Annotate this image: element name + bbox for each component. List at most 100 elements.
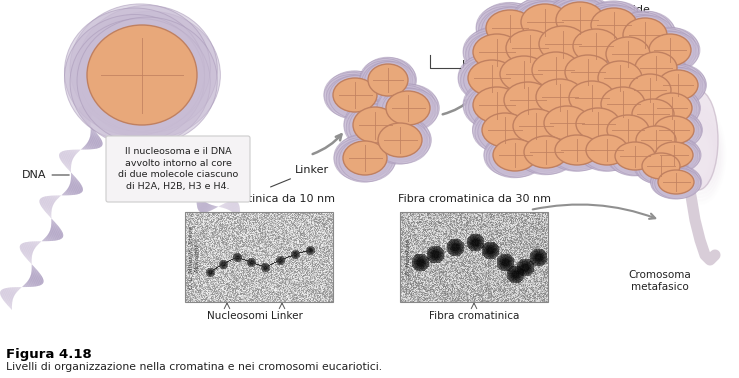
Polygon shape [231,201,236,211]
Polygon shape [84,146,93,149]
Polygon shape [287,256,293,265]
Polygon shape [130,35,132,36]
Ellipse shape [595,56,651,100]
Polygon shape [193,184,197,189]
Polygon shape [31,242,38,245]
Polygon shape [185,174,191,183]
Ellipse shape [644,88,695,126]
Ellipse shape [511,0,573,46]
Ellipse shape [497,80,558,125]
Polygon shape [185,174,191,183]
Polygon shape [126,52,137,57]
Ellipse shape [503,105,562,149]
Ellipse shape [496,49,557,95]
Polygon shape [85,120,91,123]
Polygon shape [212,206,215,210]
Ellipse shape [649,136,698,170]
Polygon shape [40,241,42,242]
Polygon shape [266,229,270,235]
Polygon shape [124,54,133,57]
Polygon shape [240,226,245,233]
Polygon shape [240,221,241,223]
Polygon shape [295,259,299,265]
Polygon shape [69,170,71,172]
Polygon shape [28,280,40,286]
Polygon shape [130,42,140,46]
Polygon shape [103,101,111,104]
Ellipse shape [642,27,696,68]
Polygon shape [198,200,203,209]
Polygon shape [109,91,122,97]
Ellipse shape [520,130,576,170]
Ellipse shape [650,167,697,198]
Polygon shape [126,51,139,56]
Ellipse shape [607,139,658,175]
Polygon shape [127,50,140,56]
Polygon shape [98,64,112,70]
Polygon shape [200,202,206,212]
Polygon shape [89,139,103,146]
Polygon shape [88,104,97,108]
Ellipse shape [362,57,413,98]
Polygon shape [32,267,37,270]
Polygon shape [101,60,114,65]
Polygon shape [25,242,36,247]
Polygon shape [195,188,197,192]
Ellipse shape [377,85,433,129]
Polygon shape [31,272,42,277]
Polygon shape [91,104,98,107]
Polygon shape [44,209,52,214]
Polygon shape [193,182,197,189]
Polygon shape [107,77,110,80]
Ellipse shape [515,130,571,171]
Polygon shape [226,201,231,209]
Polygon shape [23,254,32,259]
Polygon shape [228,201,234,210]
Ellipse shape [546,130,602,168]
Ellipse shape [503,25,564,71]
Polygon shape [41,204,52,210]
Polygon shape [284,252,288,260]
Ellipse shape [607,115,649,145]
Ellipse shape [526,73,588,119]
Ellipse shape [555,135,599,165]
Polygon shape [89,104,98,107]
Polygon shape [29,278,42,284]
Ellipse shape [490,50,551,96]
Polygon shape [238,214,240,218]
Polygon shape [197,199,202,207]
Polygon shape [283,249,286,254]
Ellipse shape [463,30,525,76]
Polygon shape [279,234,283,242]
Polygon shape [241,227,247,236]
Polygon shape [3,289,16,294]
Ellipse shape [528,77,590,122]
Ellipse shape [594,54,650,98]
Polygon shape [240,225,245,233]
Ellipse shape [650,65,701,103]
Polygon shape [59,154,72,160]
Ellipse shape [569,101,625,142]
Polygon shape [98,63,112,70]
Ellipse shape [561,48,619,92]
Ellipse shape [582,129,636,167]
Polygon shape [197,195,198,197]
Ellipse shape [499,22,560,68]
Polygon shape [240,225,245,232]
Polygon shape [288,257,294,266]
Ellipse shape [558,48,616,91]
Polygon shape [25,283,34,287]
Ellipse shape [613,138,664,174]
Polygon shape [60,158,72,164]
Ellipse shape [469,31,530,77]
Polygon shape [198,201,204,210]
Polygon shape [176,179,177,180]
Ellipse shape [632,99,674,129]
Ellipse shape [484,136,540,177]
Polygon shape [270,227,276,236]
Polygon shape [197,198,201,205]
Polygon shape [276,231,282,240]
Polygon shape [206,204,211,212]
Ellipse shape [502,23,563,69]
Ellipse shape [594,85,650,128]
